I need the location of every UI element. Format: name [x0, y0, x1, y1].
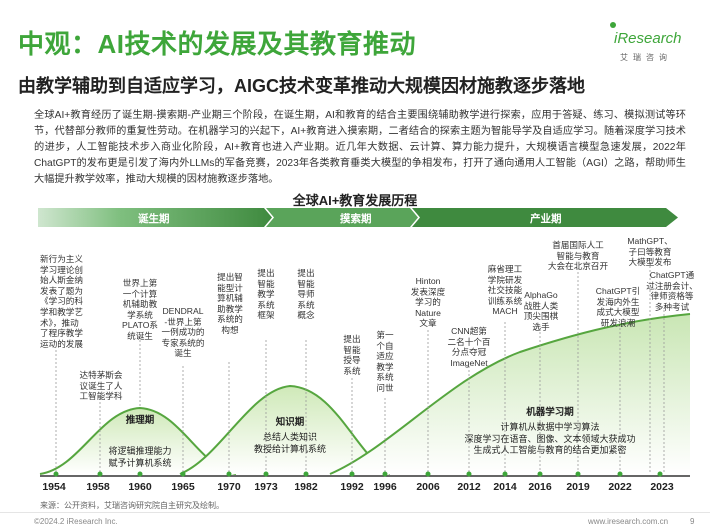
logo-brand: iResearch — [614, 30, 682, 47]
logo-sub: 艾瑞咨询 — [620, 53, 672, 62]
year-label: 1965 — [171, 481, 195, 493]
year-label: 2006 — [416, 481, 440, 493]
hill-label-knowledge: 知识期 — [275, 417, 305, 428]
page-subtitle: 由教学辅助到自适应学习，AIGC技术变革推动大规模因材施教逐步落地 — [18, 76, 585, 96]
year-label: 1970 — [217, 481, 241, 493]
year-label: 2022 — [608, 481, 632, 493]
year-label: 2014 — [493, 481, 517, 493]
hill-desc-reasoning: 将逻辑推理能力 赋予计算机系统 — [108, 446, 172, 468]
year-label: 1954 — [42, 481, 66, 493]
event-1973: 提出 智能 教学 系统 框架 — [257, 268, 275, 321]
event-2016: AlphaGo 战胜人类 顶尖围棋 选手 — [523, 290, 559, 332]
event-1970: 提出智 能型计 算机辅 助教学 系统的 构想 — [217, 272, 243, 335]
period-label-birth: 诞生期 — [138, 213, 170, 225]
event-2014: 麻省理工 学院研发 社交技能 训练系统 MACH — [487, 264, 523, 317]
event-leaders — [55, 258, 665, 474]
event-1982: 提出 智能 导师 系统 概念 — [297, 268, 315, 321]
hill-desc-knowledge: 总结人类知识 教授给计算机系统 — [253, 432, 326, 454]
hill-knowledge — [180, 386, 390, 474]
year-label: 2012 — [457, 481, 481, 493]
year-label: 1982 — [294, 481, 318, 493]
hill-desc-ml: 计算机从数据中学习算法 深度学习在语音、图像、文本领域大获成功 生成式人工智能与教育… — [464, 422, 636, 455]
hill-reasoning — [40, 408, 236, 474]
event-2019: 首届国际人工 智能与教育 大会在北京召开 — [547, 240, 609, 272]
event-2023-chatgpt-exam: ChatGPT通 过注册会计、 律师资格等 多种考试 — [646, 270, 698, 312]
event-2023-mathgpt: MathGPT、 子曰等教育 大模型发布 — [627, 236, 673, 268]
hill-knowledge-line — [179, 384, 391, 475]
footer-copyright: ©2024.2 iResearch Inc. — [34, 517, 118, 526]
event-1958: 达特茅斯会 议诞生了人 工智能学科 — [79, 370, 123, 402]
event-2022: ChatGPT引 发海内外生 成式大模型 研发浪潮 — [595, 286, 641, 328]
event-1960: 世界上第 一个计算 机辅助教 学系统 PLATO系 统诞生 — [122, 278, 158, 341]
year-label: 1996 — [373, 481, 397, 493]
source-note: 来源：公开资料，艾瑞咨询研究院自主研究及绘制。 — [40, 501, 224, 510]
period-label-explore: 摸索期 — [340, 213, 372, 225]
footer-url[interactable]: www.iresearch.com.cn — [588, 517, 669, 526]
page-number: 9 — [690, 517, 695, 526]
year-label: 1958 — [86, 481, 110, 493]
period-label-industry: 产业期 — [530, 213, 562, 225]
intro-paragraph: 全球AI+教育经历了诞生期-摸索期-产业期三个阶段，在诞生期，AI和教育的结合主… — [34, 110, 686, 185]
event-1954: 新行为主义 学习理论创 始人斯金纳 发表了题为 《学习的科 学和教学艺 术》，推动 了程序教学… — [40, 254, 83, 349]
timeline-hills — [39, 258, 691, 477]
event-1996: 第一 个自 适应 教学 系统 问世 — [376, 330, 394, 393]
hill-ml — [330, 314, 690, 474]
event-2006: Hinton 发表深度 学习的 Nature 文章 — [410, 276, 446, 329]
logo-dot-icon — [610, 22, 616, 28]
event-1965: DENDRAL -世界上第 一例成功的 专家系统的 诞生 — [161, 306, 205, 359]
event-dots — [53, 471, 663, 477]
year-label: 2023 — [650, 481, 674, 493]
period-segment-industry — [412, 208, 678, 227]
footer-divider — [0, 512, 710, 513]
period-band — [38, 208, 678, 227]
year-label: 2019 — [566, 481, 590, 493]
page-title: 中观：AI技术的发展及其教育推动 — [18, 29, 417, 59]
timeline-title: 全球AI+教育发展历程 — [292, 193, 418, 208]
event-1992: 提出 智能 授导 系统 — [343, 334, 361, 376]
iresearch-logo: iResearch 艾瑞咨询 — [610, 20, 702, 64]
period-segment-birth — [38, 208, 272, 227]
year-label: 1960 — [128, 481, 152, 493]
period-segment-explore — [266, 208, 418, 227]
year-label: 1973 — [254, 481, 278, 493]
hill-ml-line — [329, 313, 691, 475]
hill-label-ml: 机器学习期 — [526, 407, 574, 418]
event-2012: CNN超第 二名十个百 分点夺冠 ImageNet — [447, 326, 491, 368]
hill-label-reasoning: 推理期 — [125, 415, 155, 426]
year-label: 2016 — [528, 481, 552, 493]
year-label: 1992 — [340, 481, 364, 493]
